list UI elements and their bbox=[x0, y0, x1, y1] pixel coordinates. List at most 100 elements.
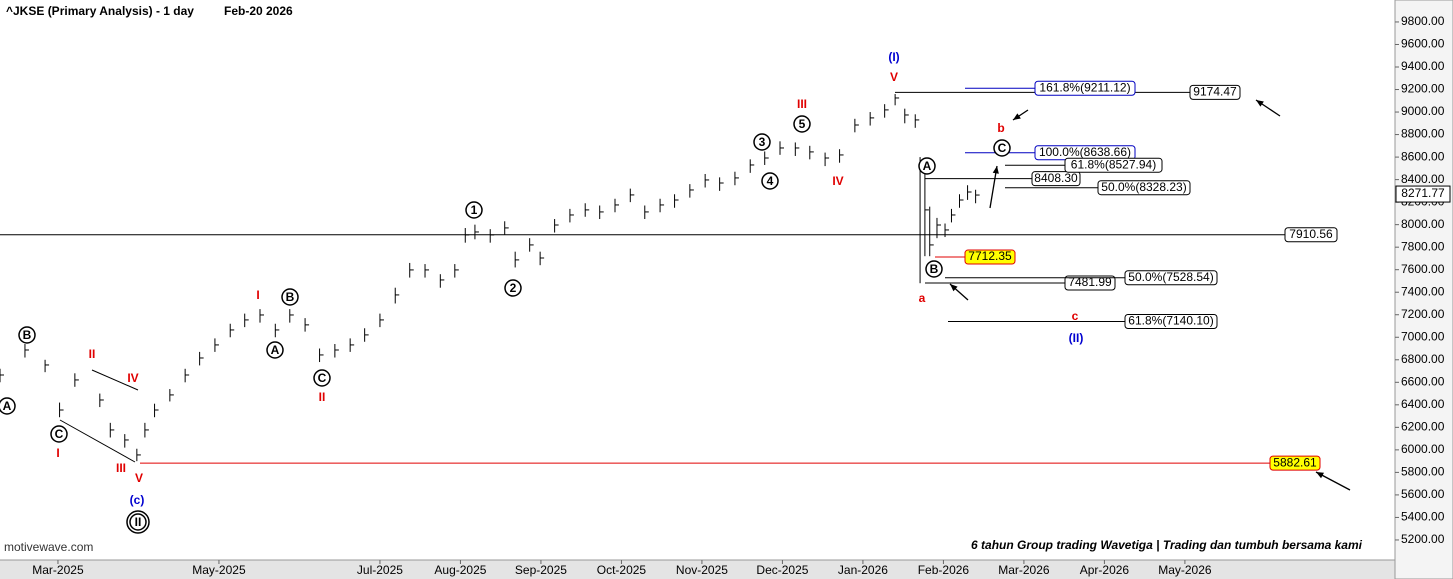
x-tick-label: May-2026 bbox=[1158, 563, 1212, 577]
x-tick-label: Jan-2026 bbox=[838, 563, 888, 577]
wave-circle bbox=[918, 157, 936, 175]
wave-label: II bbox=[89, 347, 96, 361]
x-tick-label: May-2025 bbox=[192, 563, 246, 577]
wave-circle bbox=[50, 425, 68, 443]
wave-label: 1 bbox=[471, 203, 478, 217]
x-tick-label: Apr-2026 bbox=[1080, 563, 1130, 577]
arrow-head bbox=[1256, 100, 1264, 107]
wave-label: C bbox=[55, 427, 64, 441]
y-tick-label: 9400.00 bbox=[1401, 59, 1445, 73]
last-price-box bbox=[1395, 185, 1451, 203]
wave-label: IV bbox=[832, 174, 843, 188]
y-tick-label: 6000.00 bbox=[1401, 442, 1445, 456]
wave-circle bbox=[761, 172, 779, 190]
wave-label: C bbox=[318, 371, 327, 385]
level-label: 50.0%(7528.54) bbox=[1128, 270, 1213, 284]
wave-label: IV bbox=[127, 371, 138, 385]
wave-label: B bbox=[930, 262, 939, 276]
wave-label: I bbox=[56, 446, 59, 460]
y-tick-label: 6400.00 bbox=[1401, 397, 1445, 411]
level-box bbox=[1064, 157, 1163, 173]
y-axis-band bbox=[1394, 0, 1453, 579]
y-tick-label: 7400.00 bbox=[1401, 284, 1445, 298]
y-tick-label: 7800.00 bbox=[1401, 239, 1445, 253]
level-box bbox=[1124, 313, 1218, 329]
y-tick-label: 5200.00 bbox=[1401, 532, 1445, 546]
footer-note: 6 tahun Group trading Wavetiga | Trading… bbox=[971, 538, 1363, 552]
arrow-head bbox=[992, 166, 999, 174]
chart-date: Feb-20 2026 bbox=[224, 4, 293, 18]
x-tick-label: Dec-2025 bbox=[756, 563, 808, 577]
y-tick-label: 9600.00 bbox=[1401, 37, 1445, 51]
wave-circle bbox=[266, 341, 284, 359]
x-axis-band bbox=[0, 560, 1395, 579]
wave-circle bbox=[504, 279, 522, 297]
wave-label: 5 bbox=[799, 117, 806, 131]
level-box bbox=[964, 249, 1016, 265]
level-label: 50.0%(8328.23) bbox=[1101, 180, 1186, 194]
wave-label: c bbox=[1072, 309, 1079, 323]
x-tick-label: Oct-2025 bbox=[597, 563, 647, 577]
wave-label: III bbox=[797, 97, 807, 111]
level-box bbox=[1064, 275, 1116, 291]
wave-label: B bbox=[286, 290, 295, 304]
level-label: 161.8%(9211.12) bbox=[1039, 80, 1130, 94]
wave-label: II bbox=[319, 390, 326, 404]
y-tick-label: 6800.00 bbox=[1401, 352, 1445, 366]
wave-circle bbox=[925, 260, 943, 278]
level-box bbox=[1124, 270, 1218, 286]
wave-circle bbox=[18, 326, 36, 344]
wave-circle bbox=[753, 133, 771, 151]
wave-label: A bbox=[271, 343, 280, 357]
y-tick-label: 7200.00 bbox=[1401, 307, 1445, 321]
level-label: 5882.61 bbox=[1273, 455, 1317, 469]
y-tick-label: 9800.00 bbox=[1401, 14, 1445, 28]
wave-circle-inner bbox=[129, 513, 147, 531]
y-tick-label: 9200.00 bbox=[1401, 82, 1445, 96]
level-box bbox=[1034, 80, 1136, 96]
wave-label: (II) bbox=[1069, 331, 1084, 345]
level-label: 7712.35 bbox=[968, 249, 1012, 263]
x-tick-label: Feb-2026 bbox=[918, 563, 970, 577]
arrow bbox=[59, 419, 136, 463]
y-tick-label: 8800.00 bbox=[1401, 127, 1445, 141]
wave-label: V bbox=[890, 70, 898, 84]
watermark: motivewave.com bbox=[4, 540, 93, 554]
level-label: 61.8%(7140.10) bbox=[1128, 314, 1213, 328]
level-label: 61.8%(8527.94) bbox=[1071, 157, 1156, 171]
wave-label: (c) bbox=[130, 493, 145, 507]
wave-circle bbox=[465, 201, 483, 219]
x-tick-label: Nov-2025 bbox=[676, 563, 728, 577]
last-price-label: 8271.77 bbox=[1401, 186, 1445, 200]
x-tick-label: Jul-2025 bbox=[357, 563, 403, 577]
arrow-head bbox=[1316, 472, 1324, 479]
y-tick-label: 6600.00 bbox=[1401, 374, 1445, 388]
y-tick-label: 9000.00 bbox=[1401, 104, 1445, 118]
level-box bbox=[1269, 455, 1321, 471]
wave-circle bbox=[0, 397, 16, 415]
wave-circle bbox=[281, 288, 299, 306]
wave-label: V bbox=[135, 471, 143, 485]
x-tick-label: Mar-2025 bbox=[32, 563, 84, 577]
level-label: 8408.30 bbox=[1034, 171, 1078, 185]
level-box bbox=[1284, 227, 1338, 243]
y-tick-label: 5600.00 bbox=[1401, 487, 1445, 501]
wave-label: III bbox=[116, 461, 126, 475]
wave-label: 4 bbox=[767, 174, 774, 188]
wave-label: B bbox=[23, 328, 32, 342]
arrow-head bbox=[1013, 113, 1021, 120]
level-label: 7481.99 bbox=[1068, 275, 1112, 289]
wave-label: A bbox=[923, 159, 932, 173]
level-box bbox=[1031, 171, 1081, 187]
y-tick-label: 8600.00 bbox=[1401, 149, 1445, 163]
wave-label: 3 bbox=[759, 135, 766, 149]
y-tick-label: 7600.00 bbox=[1401, 262, 1445, 276]
level-label: 100.0%(8638.66) bbox=[1039, 145, 1131, 159]
level-label: 9174.47 bbox=[1193, 85, 1237, 99]
arrow-head bbox=[950, 284, 958, 292]
y-tick-label: 5400.00 bbox=[1401, 510, 1445, 524]
y-tick-label: 6200.00 bbox=[1401, 420, 1445, 434]
level-label: 7910.56 bbox=[1289, 227, 1333, 241]
wave-label: (I) bbox=[888, 50, 899, 64]
